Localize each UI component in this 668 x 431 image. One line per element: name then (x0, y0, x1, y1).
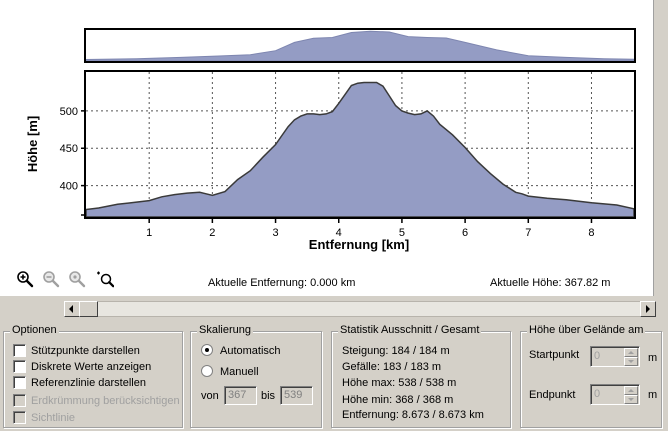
current-height: Aktuelle Höhe: 367.82 m (490, 277, 611, 289)
radio-automatisch[interactable]: Automatisch (201, 344, 281, 357)
scaling-group: Skalierung Automatisch Manuell von 367 b… (190, 324, 322, 428)
checkbox-sichtlinie: Sichtlinie (13, 411, 75, 424)
chart-frame (84, 70, 636, 219)
profile-panel: 400 450 500 1 2 3 4 5 6 7 8 Höhe [m] Entfernung [… (0, 0, 654, 296)
checkbox-box (13, 394, 26, 407)
elevation-chart: 400 450 500 1 2 3 4 5 6 7 8 Höhe [m] Entfernung [… (25, 70, 636, 252)
arrow-left-icon (69, 305, 73, 313)
stat-hoehe-min: Höhe min: 368 / 368 m (342, 394, 454, 406)
y-axis-label: Höhe [m] (25, 116, 40, 172)
statistics-title: Statistik Ausschnitt / Gesamt (338, 324, 482, 336)
checkbox-box[interactable] (13, 344, 26, 357)
checkbox-box (13, 411, 26, 424)
chevron-up-icon (628, 389, 634, 392)
scroll-left-button[interactable] (64, 301, 80, 317)
x-tick-label: 7 (525, 227, 531, 239)
overview-area (85, 30, 635, 62)
end-unit: m (648, 389, 658, 401)
elevation-area (85, 81, 635, 218)
stat-hoehe-max: Höhe max: 538 / 538 m (342, 377, 457, 389)
checkbox-referenzlinie[interactable]: Referenzlinie darstellen (13, 376, 146, 389)
scroll-thumb[interactable] (79, 301, 98, 317)
stat-gefaelle: Gefälle: 183 / 183 m (342, 361, 442, 373)
zoom-out-icon[interactable] (42, 270, 60, 288)
spin-down-button (624, 357, 638, 366)
checkbox-stuetzpunkte[interactable]: Stützpunkte darstellen (13, 344, 140, 357)
options-title: Optionen (10, 324, 59, 336)
checkbox-label: Stützpunkte darstellen (31, 345, 140, 357)
arrow-right-icon (646, 305, 650, 313)
stat-entfernung: Entfernung: 8.673 / 8.673 km (342, 409, 484, 421)
x-tick-label: 4 (336, 227, 342, 239)
height-above-title: Höhe über Gelände am (527, 324, 646, 336)
zoom-in-icon[interactable] (16, 270, 34, 288)
end-spinner: 0 (590, 384, 640, 405)
zoom-select-icon[interactable] (96, 270, 114, 288)
statistics-group: Statistik Ausschnitt / Gesamt Steigung: … (331, 324, 511, 428)
overview-frame[interactable] (84, 28, 636, 63)
radio-label: Automatisch (220, 345, 281, 357)
scaling-title: Skalierung (197, 324, 253, 336)
spin-up-button (624, 386, 638, 395)
end-value: 0 (594, 388, 601, 400)
checkbox-label: Referenzlinie darstellen (31, 377, 146, 389)
start-value: 0 (594, 350, 601, 362)
y-tick-label: 450 (60, 143, 78, 155)
from-input[interactable]: 367 (224, 386, 257, 405)
x-tick-label: 3 (272, 227, 278, 239)
to-label: bis (261, 390, 276, 402)
spin-up-button (624, 348, 638, 357)
y-tick-label: 500 (60, 106, 78, 118)
x-tick-label: 1 (146, 227, 152, 239)
x-tick-label: 5 (399, 227, 405, 239)
options-group: Optionen Stützpunkte darstellen Diskrete… (3, 324, 183, 428)
chevron-down-icon (628, 398, 634, 401)
radio-manuell[interactable]: Manuell (201, 365, 259, 378)
spin-down-button (624, 395, 638, 404)
radio-label: Manuell (220, 366, 259, 378)
checkbox-box[interactable] (13, 360, 26, 373)
radio-circle[interactable] (201, 344, 213, 356)
end-label: Endpunkt (529, 389, 576, 401)
current-distance: Aktuelle Entfernung: 0.000 km (208, 277, 356, 289)
x-tick-label: 2 (209, 227, 215, 239)
checkbox-label: Sichtlinie (31, 412, 76, 424)
to-input[interactable]: 539 (280, 386, 313, 405)
y-tick-label: 400 (60, 181, 78, 193)
chevron-down-icon (628, 360, 634, 363)
scroll-right-button[interactable] (640, 301, 656, 317)
checkbox-label: Diskrete Werte anzeigen (31, 361, 152, 373)
x-tick-label: 8 (588, 227, 594, 239)
start-label: Startpunkt (529, 349, 580, 361)
x-axis-label: Entfernung [km] (309, 237, 409, 252)
radio-circle[interactable] (201, 365, 213, 377)
start-spinner: 0 (590, 346, 640, 367)
x-tick-label: 6 (462, 227, 468, 239)
overview-chart (84, 28, 636, 63)
chevron-up-icon (628, 351, 634, 354)
checkbox-box[interactable] (13, 376, 26, 389)
height-above-group: Höhe über Gelände am Startpunkt 0 m Endp… (520, 324, 662, 428)
stat-steigung: Steigung: 184 / 184 m (342, 345, 450, 357)
from-label: von (201, 390, 219, 402)
zoom-reset-icon[interactable] (68, 270, 86, 288)
start-unit: m (648, 352, 658, 364)
horizontal-scrollbar[interactable] (64, 301, 656, 317)
checkbox-diskrete-werte[interactable]: Diskrete Werte anzeigen (13, 360, 151, 373)
checkbox-erdkruemmung: Erdkrümmung berücksichtigen (13, 394, 180, 407)
checkbox-label: Erdkrümmung berücksichtigen (31, 395, 180, 407)
